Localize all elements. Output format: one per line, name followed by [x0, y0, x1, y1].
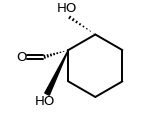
Text: HO: HO — [57, 2, 77, 15]
Text: O: O — [16, 51, 27, 64]
Text: HO: HO — [35, 95, 55, 108]
Polygon shape — [45, 50, 68, 95]
